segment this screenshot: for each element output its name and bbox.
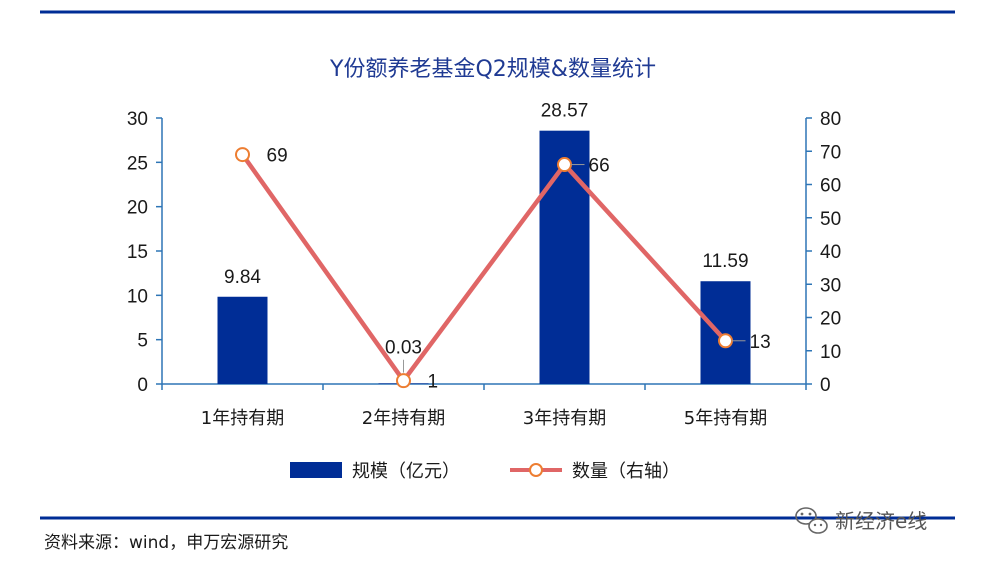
bar bbox=[539, 130, 590, 384]
category-label: 5年持有期 bbox=[684, 408, 767, 429]
line-marker bbox=[557, 157, 572, 173]
right-tick-label: 80 bbox=[820, 109, 841, 130]
right-tick-label: 40 bbox=[820, 242, 841, 263]
category-label: 2年持有期 bbox=[362, 408, 445, 429]
left-tick-label: 10 bbox=[127, 286, 148, 307]
bar-value-label: 11.59 bbox=[702, 251, 748, 272]
count-line bbox=[240, 153, 728, 383]
left-tick-label: 15 bbox=[127, 242, 148, 263]
right-tick-label: 50 bbox=[820, 209, 841, 230]
right-tick-label: 60 bbox=[820, 176, 841, 197]
legend: 规模（亿元） 数量（右轴） bbox=[290, 461, 680, 482]
line-value-label: 1 bbox=[428, 372, 439, 393]
wechat-icon bbox=[795, 507, 828, 534]
line-value-label: 13 bbox=[750, 332, 771, 353]
right-tick-label: 30 bbox=[820, 275, 841, 296]
right-tick-label: 70 bbox=[820, 142, 841, 163]
right-axis-ticks: 0 10 20 30 40 50 60 70 80 bbox=[161, 109, 841, 396]
left-tick-label: 30 bbox=[127, 109, 148, 130]
bar-value-label: 28.57 bbox=[541, 101, 589, 122]
source-note: 资料来源：wind，申万宏源研究 bbox=[44, 533, 288, 553]
left-tick-label: 25 bbox=[127, 153, 148, 174]
category-label: 1年持有期 bbox=[201, 408, 284, 429]
line-value-label: 66 bbox=[589, 156, 610, 177]
bar-value-label: 0.03 bbox=[385, 338, 422, 359]
bar-data-labels: 9.84 0.03 28.57 11.59 bbox=[224, 101, 749, 373]
bar-series bbox=[217, 130, 751, 384]
line-marker bbox=[235, 147, 250, 163]
left-tick-label: 5 bbox=[137, 331, 148, 352]
bar bbox=[700, 281, 751, 384]
watermark: 新经济e线 bbox=[795, 507, 927, 534]
left-axis-ticks: 0 5 10 15 20 25 30 bbox=[127, 109, 162, 396]
legend-bar-label: 规模（亿元） bbox=[352, 461, 460, 482]
bar-value-label: 9.84 bbox=[224, 267, 261, 288]
watermark-text: 新经济e线 bbox=[835, 509, 927, 533]
left-tick-label: 0 bbox=[137, 375, 148, 396]
line-marker bbox=[396, 373, 411, 389]
left-tick-label: 20 bbox=[127, 198, 148, 219]
line-series bbox=[235, 147, 733, 389]
legend-line-marker bbox=[529, 463, 543, 477]
line-value-label: 69 bbox=[267, 146, 288, 167]
right-tick-label: 20 bbox=[820, 309, 841, 330]
line-data-labels: 69 1 66 13 bbox=[267, 146, 771, 393]
line-marker bbox=[718, 333, 733, 349]
chart-title: Y份额养老基金Q2规模&数量统计 bbox=[329, 57, 656, 82]
category-labels: 1年持有期 2年持有期 3年持有期 5年持有期 bbox=[201, 408, 767, 429]
right-tick-label: 0 bbox=[820, 375, 831, 396]
right-tick-label: 10 bbox=[820, 342, 841, 363]
legend-line-label: 数量（右轴） bbox=[572, 461, 680, 482]
bar bbox=[217, 296, 268, 384]
legend-bar-swatch bbox=[290, 462, 342, 478]
category-label: 3年持有期 bbox=[523, 408, 606, 429]
